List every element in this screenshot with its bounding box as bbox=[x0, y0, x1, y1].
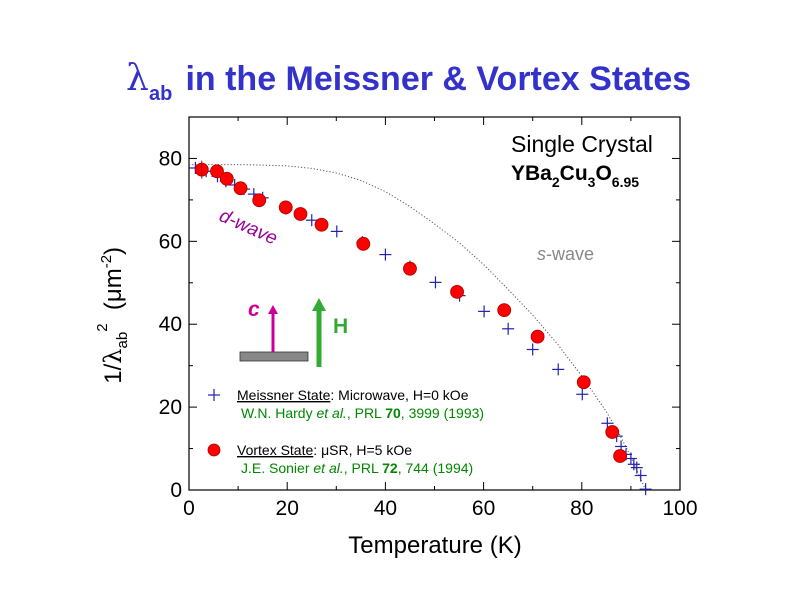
data-point-vortex bbox=[278, 200, 293, 215]
ylabel-sup: 2 bbox=[94, 323, 111, 331]
formula-part: YBa bbox=[511, 162, 552, 185]
y-tick-label: 80 bbox=[159, 147, 182, 170]
data-point-meissner bbox=[576, 388, 589, 401]
data-point-vortex bbox=[530, 329, 545, 344]
ylabel-symbol: λ bbox=[99, 348, 127, 363]
legend-vortex-marker bbox=[207, 443, 221, 457]
axis-ticks bbox=[188, 116, 681, 491]
formula-part: 2 bbox=[552, 174, 560, 190]
chart-title: λ ab in the Meissner & Vortex States bbox=[126, 58, 691, 105]
data-point-vortex bbox=[605, 425, 620, 439]
series-vortex bbox=[194, 160, 627, 463]
data-point-meissner bbox=[502, 322, 515, 335]
title-text: in the Meissner & Vortex States bbox=[176, 60, 691, 98]
x-tick-label: 0 bbox=[183, 497, 195, 520]
data-point-meissner bbox=[624, 452, 637, 465]
field-geometry-diagram: c H bbox=[239, 298, 348, 367]
data-point-vortex bbox=[497, 303, 512, 318]
annotation-formula: YBa2Cu3O6.95 bbox=[511, 162, 639, 190]
formula-part: 6.95 bbox=[612, 174, 639, 190]
data-point-vortex bbox=[293, 207, 308, 221]
x-tick-label: 60 bbox=[472, 497, 495, 520]
data-point-vortex bbox=[210, 164, 224, 179]
formula-part: Cu bbox=[560, 162, 588, 185]
ylabel-prefix: 1/ bbox=[100, 363, 127, 383]
data-point-meissner bbox=[630, 461, 643, 474]
data-point-meissner bbox=[429, 276, 442, 289]
data-point-vortex bbox=[219, 171, 234, 186]
data-point-vortex bbox=[356, 236, 371, 251]
data-point-vortex bbox=[233, 181, 248, 196]
annotation-crystal: Single Crystal bbox=[511, 131, 653, 157]
h-field-label: H bbox=[333, 315, 348, 338]
x-tick-label: 20 bbox=[276, 497, 299, 520]
data-point-vortex bbox=[252, 193, 267, 208]
legend-vortex-name: Vortex State bbox=[237, 442, 313, 458]
legend: Meissner State: Microwave, H=0 kOe W.N. … bbox=[207, 387, 484, 476]
x-axis-label: Temperature (K) bbox=[348, 532, 521, 559]
data-point-meissner bbox=[634, 469, 647, 482]
legend-meissner-detail: : Microwave, H=0 kOe bbox=[330, 387, 468, 403]
svg-text:1/λab2 (μm-2): 1/λab2 (μm-2) bbox=[94, 214, 131, 431]
data-point-vortex bbox=[314, 217, 329, 232]
c-axis-arrowhead bbox=[268, 305, 278, 314]
x-tick-labels: 0 20 40 60 80 100 bbox=[183, 497, 697, 520]
title-subscript: ab bbox=[149, 83, 172, 105]
swave-rest: -wave bbox=[546, 244, 594, 264]
data-point-vortex bbox=[450, 284, 464, 299]
data-point-vortex bbox=[576, 375, 591, 390]
data-point-meissner bbox=[330, 225, 343, 238]
legend-vortex-label: Vortex State: μSR, H=5 kOe bbox=[237, 442, 412, 458]
legend-vortex-ref: J.E. Sonier et al., PRL 72, 744 (1994) bbox=[241, 460, 473, 476]
annotation-d-wave: d-wave bbox=[216, 205, 280, 249]
legend-vortex-detail: SR, H=5 kOe bbox=[329, 442, 412, 458]
y-tick-labels: 0 20 40 60 80 bbox=[159, 147, 182, 502]
data-point-meissner bbox=[305, 214, 318, 227]
x-tick-label: 100 bbox=[662, 497, 697, 520]
data-point-meissner bbox=[639, 483, 652, 496]
legend-meissner-ref: W.N. Hardy et al., PRL 70, 3999 (1993) bbox=[241, 405, 484, 421]
data-point-meissner bbox=[627, 458, 640, 471]
crystal-slab bbox=[239, 351, 309, 362]
y-tick-label: 0 bbox=[170, 479, 182, 502]
legend-meissner-label: Meissner State: Microwave, H=0 kOe bbox=[237, 387, 469, 403]
data-point-meissner bbox=[526, 343, 539, 356]
legend-meissner-marker bbox=[208, 389, 220, 401]
ylabel-unit-close: ) bbox=[100, 247, 127, 255]
y-tick-label: 20 bbox=[159, 396, 182, 419]
h-field-arrowhead bbox=[312, 298, 326, 311]
y-tick-label: 60 bbox=[159, 230, 182, 253]
swave-italic: s bbox=[537, 244, 546, 264]
data-point-meissner bbox=[379, 248, 392, 261]
data-point-vortex bbox=[613, 449, 627, 463]
ylabel-sub: ab bbox=[114, 332, 131, 349]
formula-part: O bbox=[595, 162, 611, 185]
legend-meissner-name: Meissner State bbox=[237, 387, 331, 403]
ylabel-unit-sup: -2 bbox=[98, 255, 115, 268]
x-tick-label: 80 bbox=[570, 497, 593, 520]
legend-circle-marker bbox=[207, 443, 221, 457]
x-tick-label: 40 bbox=[374, 497, 397, 520]
formula-part: 3 bbox=[588, 174, 596, 190]
c-axis-label: c bbox=[248, 298, 260, 321]
ylabel-unit-text: m bbox=[100, 268, 127, 288]
ylabel-unit-sym: μ bbox=[100, 288, 127, 302]
y-axis-label: 1/λab2 (μm-2) bbox=[94, 214, 131, 431]
data-point-vortex bbox=[403, 261, 417, 276]
y-tick-label: 40 bbox=[159, 313, 182, 336]
annotation-s-wave: s-wave bbox=[537, 244, 594, 264]
data-point-meissner bbox=[552, 363, 565, 376]
legend-vortex-detail-sym: μ bbox=[321, 442, 329, 458]
data-point-meissner bbox=[478, 305, 491, 318]
title-symbol: λ bbox=[126, 58, 149, 99]
ylabel-unit-open: ( bbox=[100, 302, 127, 323]
